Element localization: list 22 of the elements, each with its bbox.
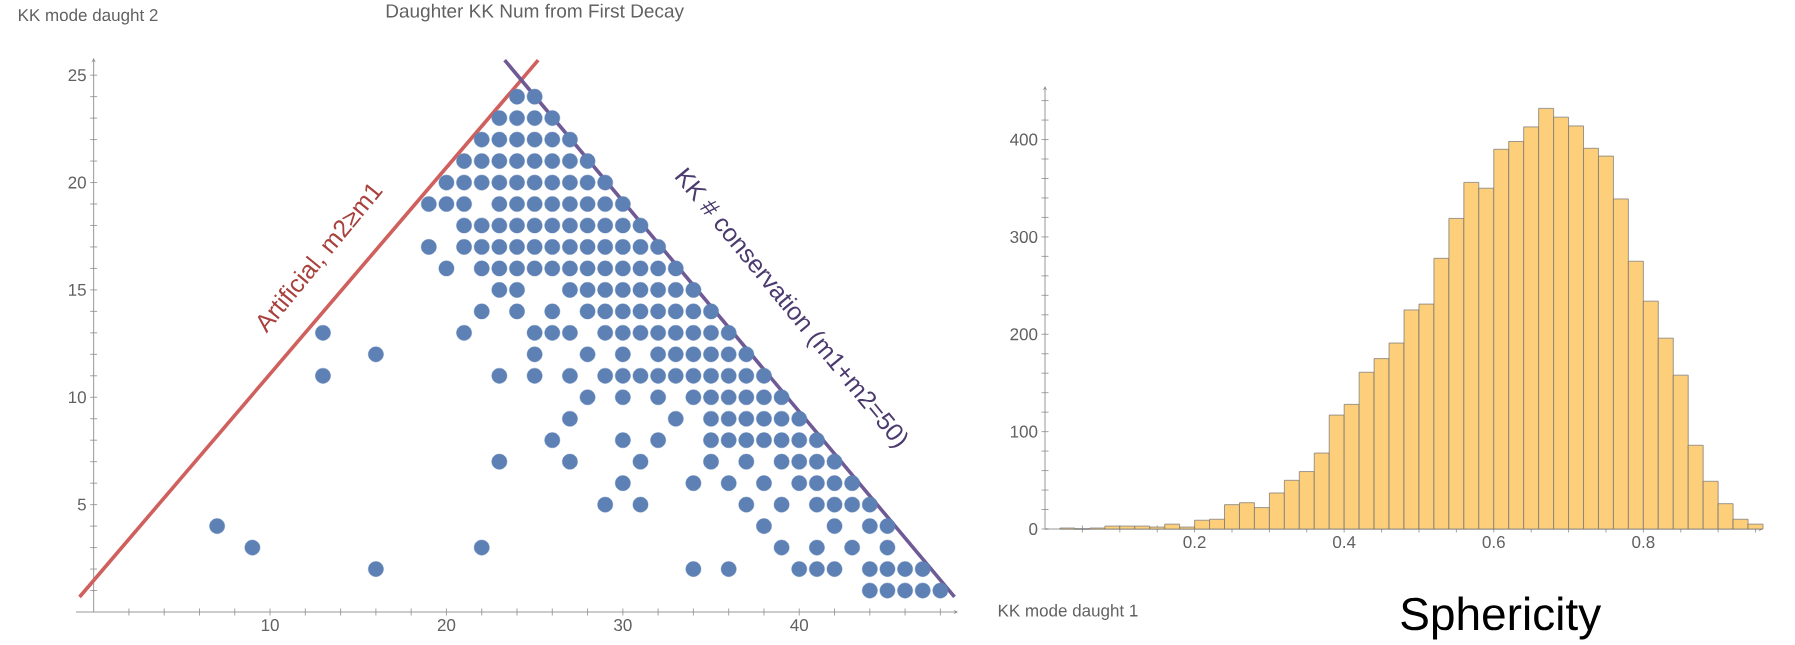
y-tick-label: 0: [1029, 522, 1038, 536]
y-tick-label: 5: [77, 498, 86, 511]
chart-title: Daughter KK Num from First Decay: [386, 3, 684, 22]
y-tick-label: 400: [1010, 133, 1038, 146]
y-tick-label: 200: [1010, 328, 1038, 341]
y-axis-title: KK mode daught 2: [18, 8, 158, 25]
x-tick-label: 0.2: [1183, 536, 1206, 549]
x-tick-label: 30: [614, 619, 632, 632]
y-tick-label: 300: [1010, 230, 1038, 243]
x-tick-label: 0.8: [1632, 536, 1655, 549]
x-tick-label: 0.4: [1333, 536, 1356, 549]
y-tick-label: 20: [68, 176, 86, 189]
x-tick-label: 40: [790, 619, 809, 632]
x-axis-title: Sphericity: [1401, 596, 1602, 640]
x-axis-title: KK mode daught 1: [998, 604, 1138, 620]
y-tick-label: 10: [69, 391, 86, 404]
y-tick-label: 25: [68, 69, 86, 82]
x-tick-label: 0.6: [1482, 536, 1505, 549]
x-tick-label: 10: [261, 619, 279, 632]
x-tick-label: 20: [437, 619, 456, 632]
y-tick-label: 15: [69, 283, 86, 296]
y-tick-label: 100: [1010, 425, 1038, 438]
